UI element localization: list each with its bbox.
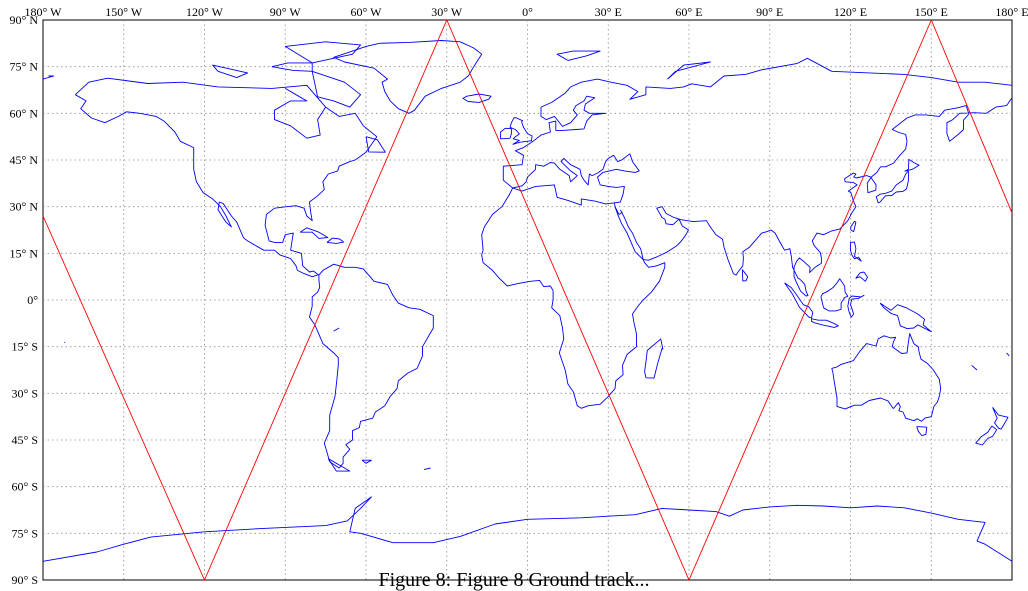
latitude-tick-label: 30° S bbox=[12, 386, 38, 400]
coastline-segment bbox=[916, 426, 928, 437]
longitude-tick-label: 30° E bbox=[595, 5, 622, 19]
longitude-tick-label: 120° E bbox=[834, 5, 867, 19]
longitude-tick-label: 180° W bbox=[25, 5, 63, 19]
coastline-segment bbox=[311, 70, 362, 108]
coastline-segment bbox=[423, 467, 431, 471]
latitude-tick-label: 90° N bbox=[10, 13, 39, 27]
coastline-segment bbox=[481, 187, 666, 409]
coastline-segment bbox=[904, 158, 920, 172]
coastline-segment bbox=[502, 57, 1013, 189]
latitude-tick-label: 15° N bbox=[10, 246, 39, 260]
coastline-segment bbox=[299, 227, 329, 239]
ground-track bbox=[42, 18, 1013, 582]
coastline-segment bbox=[212, 64, 249, 79]
longitude-tick-label: 180° E bbox=[995, 5, 1028, 19]
latitude-labels: 90° N 75° N 60° N 45° N 30° N 15° N 0° 15° S 30°… bbox=[10, 13, 39, 587]
coastline-segment bbox=[741, 269, 749, 282]
coastline-segment bbox=[284, 41, 362, 64]
coastline-segment bbox=[820, 278, 849, 312]
coastline-segment bbox=[271, 62, 313, 72]
latitude-tick-label: 90° S bbox=[12, 573, 38, 587]
coastline-segment bbox=[619, 97, 1013, 297]
coastline-segment bbox=[850, 241, 862, 262]
coastline-segment bbox=[64, 341, 66, 344]
coastline-segment bbox=[784, 282, 814, 319]
coastline-segment bbox=[1006, 352, 1010, 357]
coastline-segment bbox=[361, 459, 372, 464]
coastline-segment bbox=[500, 127, 512, 140]
longitude-tick-label: 30° W bbox=[431, 5, 463, 19]
coastline-segment bbox=[333, 40, 483, 114]
coastline-segment bbox=[811, 318, 839, 328]
longitude-tick-label: 150° E bbox=[915, 5, 948, 19]
longitude-tick-label: 90° E bbox=[756, 5, 783, 19]
coastline-segment bbox=[309, 263, 434, 469]
coastline-segment bbox=[667, 61, 711, 80]
coastline-segment bbox=[74, 77, 327, 139]
coastline-segment bbox=[975, 425, 998, 446]
coastline-segment bbox=[847, 294, 865, 318]
coastline-segment bbox=[875, 170, 909, 204]
coastline-segment bbox=[614, 206, 623, 215]
latitude-tick-label: 45° N bbox=[10, 153, 39, 167]
figure-caption: Figure 8: Figure 8 Ground track... bbox=[378, 569, 650, 591]
longitude-labels: 180° W 150° W 120° W 90° W 60° W 30° W 0° 30° E… bbox=[25, 5, 1028, 19]
graticule-grid bbox=[43, 20, 1012, 580]
coastline-segment bbox=[365, 136, 386, 153]
coastline-segment bbox=[850, 220, 857, 233]
latitude-tick-label: 60° S bbox=[12, 480, 38, 494]
coastline-segment bbox=[509, 117, 533, 145]
longitude-tick-label: 60° E bbox=[675, 5, 702, 19]
latitude-tick-label: 45° S bbox=[12, 433, 38, 447]
longitude-tick-label: 120° W bbox=[186, 5, 224, 19]
coastline-segment bbox=[992, 407, 1009, 430]
coastline-segment bbox=[556, 50, 601, 61]
coastline-segment bbox=[855, 271, 868, 282]
coastline-segment bbox=[42, 75, 55, 80]
coastline-segment bbox=[42, 496, 1013, 562]
coastline-segment bbox=[333, 327, 340, 332]
coastline-segment bbox=[971, 364, 978, 371]
longitude-tick-label: 150° W bbox=[105, 5, 143, 19]
longitude-tick-label: 60° W bbox=[351, 5, 383, 19]
latitude-tick-label: 15° S bbox=[12, 340, 38, 354]
coastline-segment bbox=[75, 94, 318, 278]
ground-track-line bbox=[42, 18, 1013, 582]
coastline-segment bbox=[879, 302, 932, 333]
longitude-tick-label: 0° bbox=[522, 5, 533, 19]
latitude-tick-label: 75° N bbox=[10, 60, 39, 74]
coastline-segment bbox=[327, 458, 351, 472]
latitude-tick-label: 60° N bbox=[10, 106, 39, 120]
coastline-segment bbox=[326, 237, 345, 244]
coastline-segment bbox=[644, 338, 664, 379]
coastlines bbox=[42, 40, 1013, 562]
coastline-segment bbox=[462, 93, 492, 103]
coastline-segment bbox=[512, 153, 640, 206]
latitude-tick-label: 75° S bbox=[12, 526, 38, 540]
coastline-segment bbox=[264, 106, 378, 276]
longitude-tick-label: 90° W bbox=[270, 5, 302, 19]
latitude-tick-label: 0° bbox=[27, 293, 38, 307]
latitude-tick-label: 30° N bbox=[10, 200, 39, 214]
coastline-segment bbox=[831, 333, 942, 422]
